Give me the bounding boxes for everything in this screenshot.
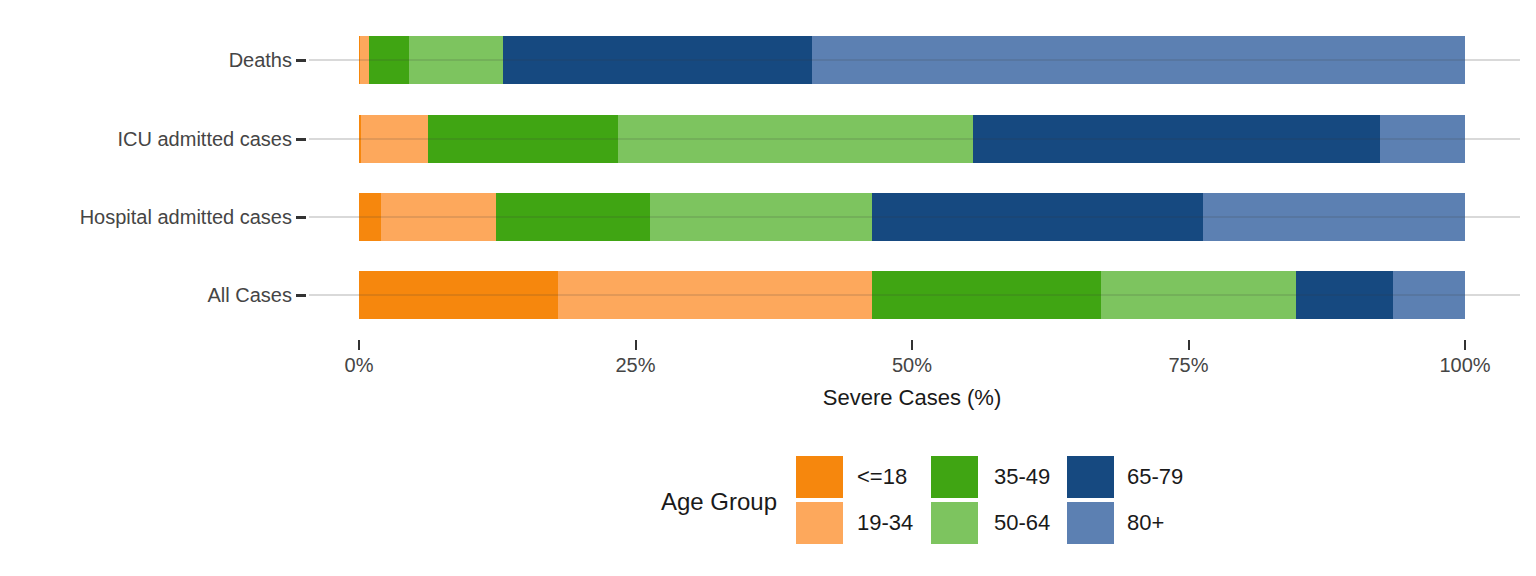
legend-key-19-34 — [796, 502, 843, 544]
bar-gridline-overlay — [359, 59, 1465, 61]
bar-gridline-overlay — [359, 216, 1465, 218]
legend-key-80-plus — [1067, 502, 1114, 544]
legend-label-35-49: 35-49 — [994, 463, 1050, 491]
x-axis-tick — [635, 340, 637, 350]
legend-key-35-49 — [931, 456, 978, 498]
legend-label-65-79: 65-79 — [1127, 463, 1183, 491]
legend-label-le-18: <=18 — [857, 463, 907, 491]
category-label-hospital-admitted-cases: Hospital admitted cases — [0, 203, 292, 231]
x-axis-title: Severe Cases (%) — [712, 384, 1112, 412]
legend-key-le-18 — [796, 456, 843, 498]
y-axis-tick — [296, 138, 306, 141]
legend-label-50-64: 50-64 — [994, 509, 1050, 537]
y-axis-tick — [296, 59, 306, 62]
y-axis-tick — [296, 216, 306, 219]
bar-row-icu-admitted-cases — [359, 115, 1465, 163]
x-axis-tick-label: 50% — [872, 353, 952, 377]
bar-row-hospital-admitted-cases — [359, 193, 1465, 241]
legend-label-19-34: 19-34 — [857, 509, 913, 537]
legend-key-65-79 — [1067, 456, 1114, 498]
x-axis-tick-label: 25% — [596, 353, 676, 377]
y-axis-tick — [296, 294, 306, 297]
x-axis-tick — [1464, 340, 1466, 350]
bar-row-all-cases — [359, 271, 1465, 319]
stacked-bar-chart: Deaths ICU admitted cases Hospital admitte… — [0, 0, 1536, 576]
legend-label-80-plus: 80+ — [1127, 509, 1164, 537]
bar-gridline-overlay — [359, 138, 1465, 140]
category-label-icu-admitted-cases: ICU admitted cases — [0, 125, 292, 153]
category-label-deaths: Deaths — [0, 46, 292, 74]
x-axis-tick — [1188, 340, 1190, 350]
bar-gridline-overlay — [359, 294, 1465, 296]
category-label-all-cases: All Cases — [0, 281, 292, 309]
x-axis-tick — [911, 340, 913, 350]
x-axis-tick-label: 0% — [319, 353, 399, 377]
x-axis-tick-label: 75% — [1149, 353, 1229, 377]
bar-row-deaths — [359, 36, 1465, 84]
legend-title: Age Group — [560, 487, 777, 517]
x-axis-tick-label: 100% — [1425, 353, 1505, 377]
legend-key-50-64 — [931, 502, 978, 544]
x-axis-tick — [358, 340, 360, 350]
